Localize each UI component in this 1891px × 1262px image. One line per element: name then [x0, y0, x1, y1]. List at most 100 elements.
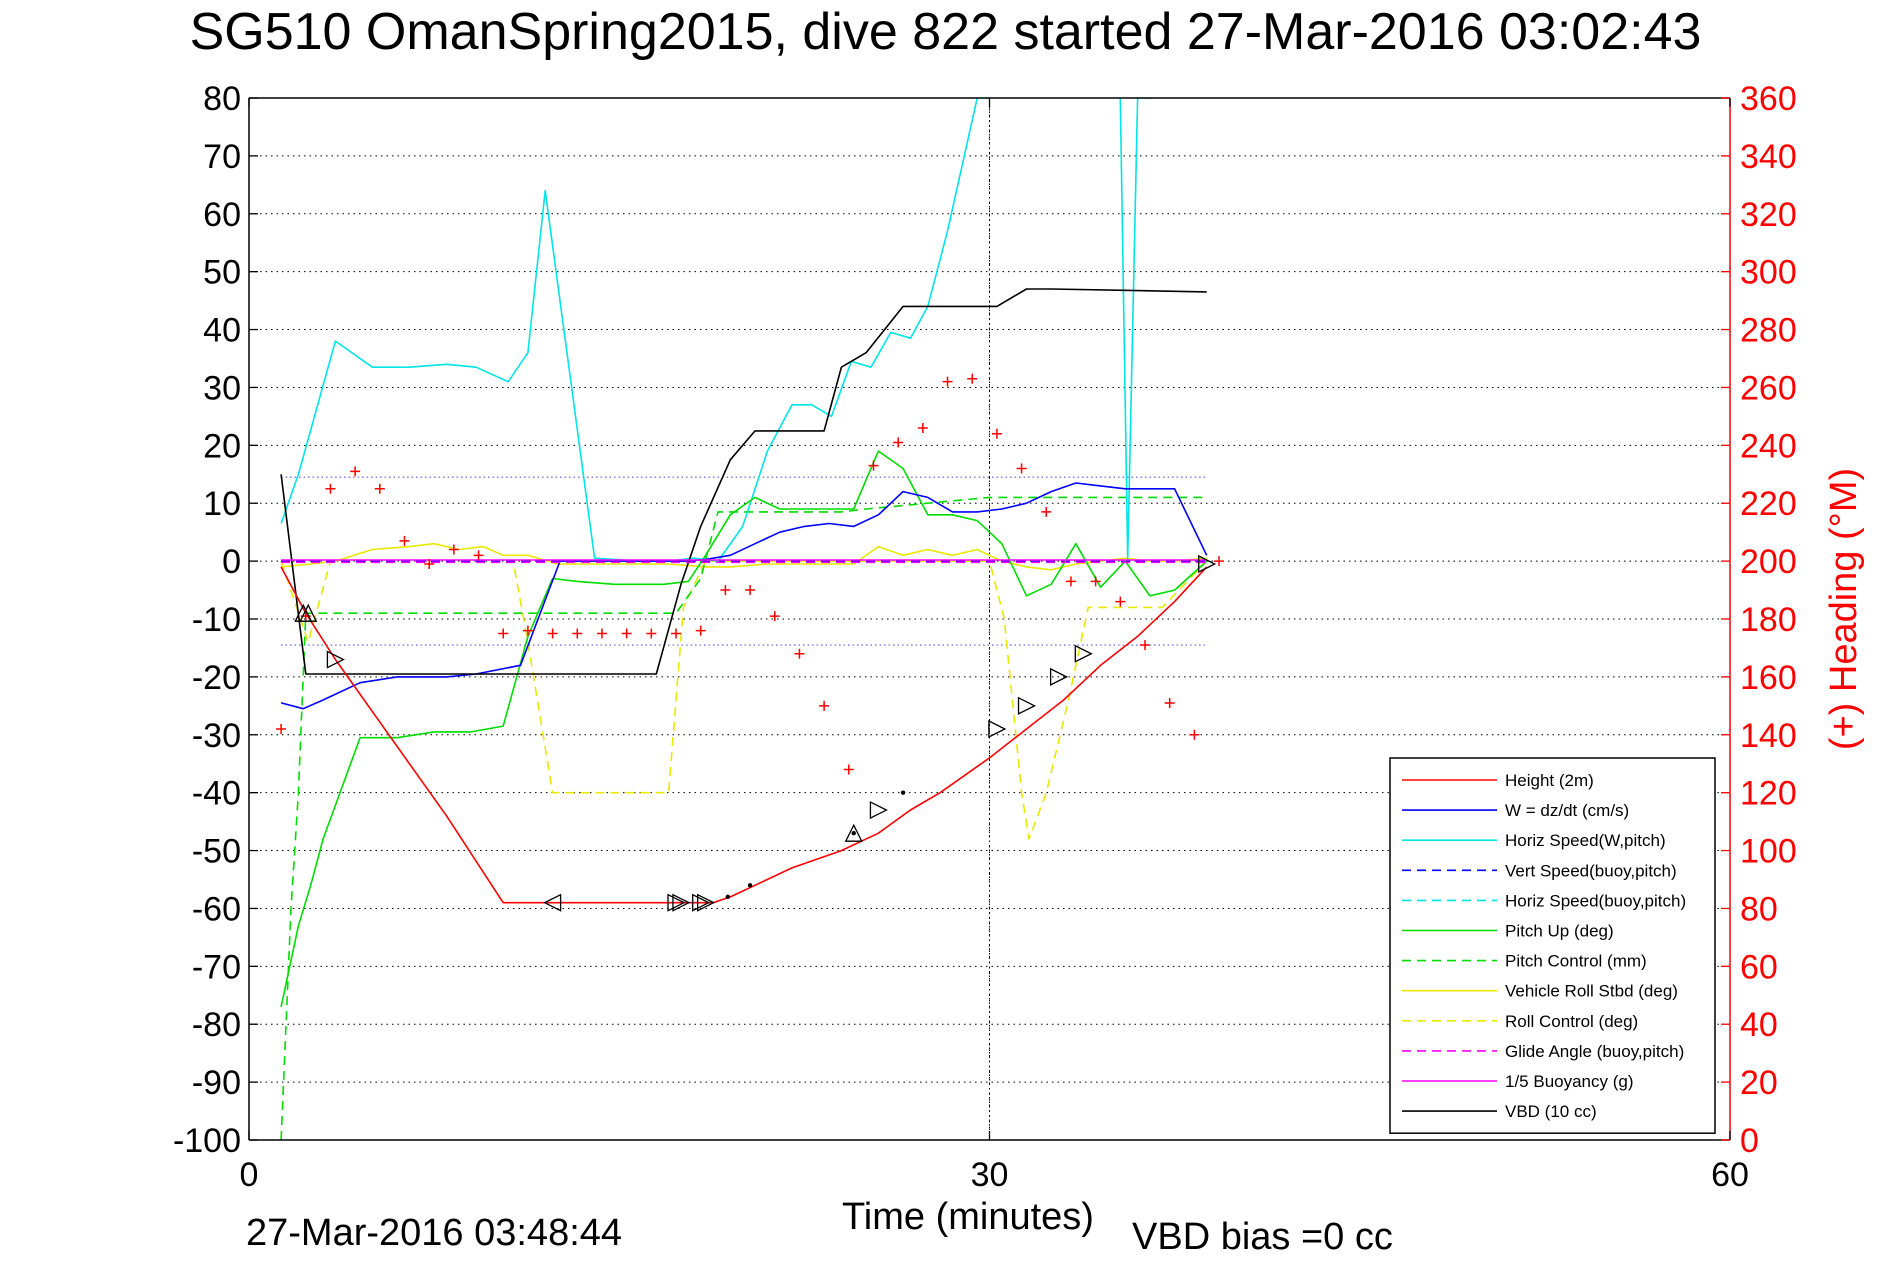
heading-point	[1090, 576, 1101, 587]
y-tick-label: 0	[222, 543, 241, 581]
y-tick-label: 40	[203, 312, 241, 350]
series-line-w-dz-dt-cm-s	[280, 482, 1208, 710]
heading-point	[1140, 640, 1151, 651]
y2-tick-label: 120	[1740, 775, 1797, 813]
heading-point	[399, 535, 410, 546]
y-tick-label: -40	[192, 775, 241, 813]
legend-label-vert-speed-buoy-pitch: Vert Speed(buoy,pitch)	[1505, 861, 1677, 880]
triangle-marker	[869, 800, 888, 820]
heading-point	[1065, 576, 1076, 587]
heading-point	[325, 483, 336, 494]
series-line-vehicle-roll-stbd-deg	[281, 542, 1207, 571]
y2-tick-label: 180	[1740, 601, 1797, 639]
legend-label-pitch-control-mm: Pitch Control (mm)	[1505, 952, 1647, 971]
y2-tick-label: 160	[1740, 659, 1797, 697]
heading-point	[671, 628, 682, 639]
x-tick-label: 60	[1711, 1156, 1749, 1194]
heading-point	[794, 648, 805, 659]
reference-lines	[281, 98, 1207, 1140]
heading-point	[843, 764, 854, 775]
y2-tick-label: 0	[1740, 1122, 1759, 1160]
heading-point	[1214, 556, 1225, 567]
dot-marker	[725, 894, 731, 900]
triangle-marker	[1017, 696, 1036, 715]
data-series	[280, 98, 1208, 1140]
triangle-marker	[667, 893, 686, 912]
y2-tick-label: 260	[1740, 369, 1797, 407]
legend-label-horiz-speed-w-pitch: Horiz Speed(W,pitch)	[1505, 831, 1666, 850]
triangle-marker	[299, 603, 318, 622]
heading-point	[991, 428, 1002, 439]
y2-tick-label: 220	[1740, 485, 1797, 523]
heading-point	[769, 611, 780, 622]
legend-label-roll-control-deg: Roll Control (deg)	[1505, 1012, 1638, 1031]
triangle-marker	[672, 893, 691, 912]
y-tick-label: 20	[203, 427, 241, 465]
triangle-marker	[1049, 667, 1069, 686]
heading-point	[522, 625, 533, 636]
x-tick-label: 0	[240, 1156, 259, 1194]
heading-point	[424, 559, 435, 570]
y2-tick-label: 240	[1740, 427, 1797, 465]
triangle-marker	[543, 893, 562, 912]
legend-label-horiz-speed-buoy-pitch: Horiz Speed(buoy,pitch)	[1505, 891, 1686, 910]
y-tick-label: 80	[203, 80, 241, 118]
y2-tick-label: 100	[1740, 833, 1797, 871]
series-line-horiz-speed-w-pitch-2	[1119, 98, 1153, 560]
legend-label-w-dz-dt-cm-s: W = dz/dt (cm/s)	[1505, 801, 1629, 820]
y2-tick-label: 140	[1740, 717, 1797, 755]
y-tick-label: -10	[192, 601, 241, 639]
heading-point	[572, 628, 583, 639]
y2-tick-label: 300	[1740, 254, 1797, 292]
heading-point	[621, 628, 632, 639]
y-tick-label: 10	[203, 485, 241, 523]
legend-label-glide-angle-buoy-pitch: Glide Angle (buoy,pitch)	[1505, 1042, 1684, 1061]
triangle-marker	[988, 719, 1007, 739]
y-tick-label: -70	[192, 948, 241, 986]
heading-point	[1016, 463, 1027, 474]
dot-marker	[851, 830, 856, 836]
triangle-marker	[1198, 554, 1217, 574]
vbd-bias-label: VBD bias =0 cc	[1132, 1216, 1393, 1258]
heading-point	[1189, 729, 1200, 740]
legend-label-vehicle-roll-stbd-deg: Vehicle Roll Stbd (deg)	[1505, 982, 1678, 1001]
y2-tick-label: 80	[1740, 890, 1778, 928]
y-tick-label: 70	[203, 138, 241, 176]
y-tick-label: -30	[192, 717, 241, 755]
dot-marker	[747, 883, 753, 888]
y-tick-label: -90	[192, 1064, 241, 1102]
y-tick-label: -100	[173, 1122, 241, 1160]
heading-point	[1041, 506, 1052, 517]
right-axis-label: (+) Heading (°M)	[1823, 468, 1865, 750]
legend-label-vbd-10-cc: VBD (10 cc)	[1505, 1102, 1597, 1121]
heading-point	[868, 460, 879, 471]
heading-point	[720, 585, 731, 596]
heading-point	[745, 585, 756, 596]
heading-point	[350, 466, 361, 477]
legend: Height (2m) W = dz/dt (cm/s) Horiz Speed(W…	[1389, 757, 1716, 1134]
series-line-pitch-control-mm	[280, 496, 1207, 1140]
legend-label-pitch-up-deg: Pitch Up (deg)	[1505, 922, 1614, 941]
y2-tick-label: 340	[1740, 138, 1797, 176]
heading-point	[695, 625, 706, 636]
triangle-marker	[696, 893, 716, 912]
heading-point	[448, 544, 459, 555]
y-tick-label: 60	[203, 196, 241, 234]
dot-marker	[900, 790, 906, 795]
y2-tick-label: 200	[1740, 543, 1797, 581]
y2-tick-label: 40	[1740, 1006, 1778, 1044]
heading-point	[1164, 697, 1175, 708]
heading-point	[819, 700, 830, 711]
y-tick-label: -80	[192, 1006, 241, 1044]
y2-tick-label: 280	[1740, 312, 1797, 350]
y2-tick-label: 60	[1740, 948, 1778, 986]
y-tick-label: -50	[192, 833, 241, 871]
footer-timestamp: 27-Mar-2016 03:48:44	[246, 1212, 623, 1254]
heading-point	[374, 483, 385, 494]
heading-point	[276, 723, 287, 734]
legend-label-1-5-buoyancy-g: 1/5 Buoyancy (g)	[1505, 1072, 1634, 1091]
triangle-markers	[294, 554, 1217, 912]
y2-tick-label: 360	[1740, 80, 1797, 118]
y-tick-label: 50	[203, 254, 241, 292]
